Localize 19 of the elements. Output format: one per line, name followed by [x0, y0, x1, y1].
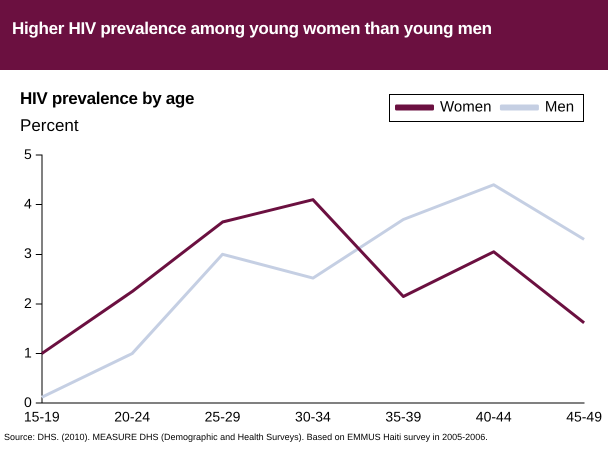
y-tick-label: 0: [24, 394, 32, 410]
y-tick-label: 3: [24, 245, 32, 262]
y-tick-label: 5: [24, 146, 32, 162]
x-tick-label: 15-19: [24, 408, 60, 424]
y-tick-label: 2: [24, 294, 32, 311]
chart-title: Higher HIV prevalence among young women than young men: [0, 0, 608, 70]
chart-subtitle: HIV prevalence by age: [20, 89, 194, 109]
source-note: Source: DHS. (2010). MEASURE DHS (Demographic and Health Surveys). Based on EMMUS Haiti survey in 2005-2006.: [4, 432, 489, 442]
legend-label: Women: [440, 98, 492, 116]
x-tick-label: 35-39: [385, 408, 422, 424]
legend-label: Men: [544, 98, 574, 116]
y-tick-label: 1: [24, 344, 32, 360]
y-axis-title: Percent: [20, 116, 79, 136]
x-tick-label: 45-49: [566, 408, 602, 424]
y-tick-label: 4: [24, 196, 32, 212]
x-tick-label: 40-44: [476, 408, 512, 424]
x-tick-label: 20-24: [114, 408, 150, 424]
x-tick-label: 25-29: [204, 408, 241, 424]
x-tick-label: 30-34: [295, 408, 332, 424]
